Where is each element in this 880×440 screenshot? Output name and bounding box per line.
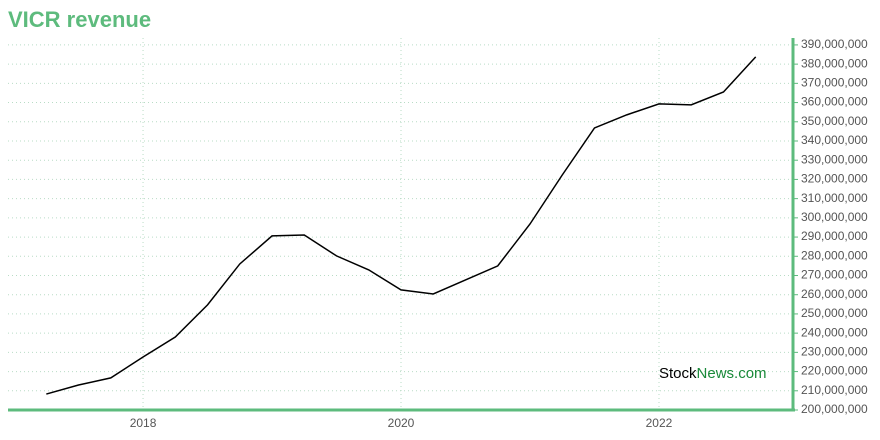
line	[46, 56, 757, 395]
x-tick-label: 2020	[388, 416, 415, 430]
y-tick-label: 280,000,000	[801, 248, 868, 262]
y-tick-label: 220,000,000	[801, 364, 868, 378]
y-tick-label: 250,000,000	[801, 306, 868, 320]
y-tick-label: 360,000,000	[801, 95, 868, 109]
y-tick-label: 200,000,000	[801, 402, 868, 416]
y-tick-label: 300,000,000	[801, 210, 868, 224]
y-tick-label: 380,000,000	[801, 56, 868, 70]
watermark-part: News.com	[697, 365, 767, 382]
y-tick-label: 240,000,000	[801, 325, 868, 339]
y-tick-label: 230,000,000	[801, 345, 868, 359]
y-tick-label: 290,000,000	[801, 229, 868, 243]
watermark: StockNews.com	[659, 365, 767, 382]
y-tick-label: 260,000,000	[801, 287, 868, 301]
y-tick-label: 210,000,000	[801, 383, 868, 397]
y-tick-label: 390,000,000	[801, 37, 868, 51]
x-tick-label: 2018	[130, 416, 157, 430]
y-tick-label: 310,000,000	[801, 191, 868, 205]
y-tick-label: 270,000,000	[801, 268, 868, 282]
y-tick-label: 350,000,000	[801, 114, 868, 128]
y-tick-label: 330,000,000	[801, 152, 868, 166]
y-tick-label: 320,000,000	[801, 172, 868, 186]
x-tick-label: 2022	[646, 416, 673, 430]
chart-title: VICR revenue	[8, 7, 151, 32]
watermark-part: Stock	[659, 365, 697, 382]
y-tick-label: 370,000,000	[801, 76, 868, 90]
y-tick-label: 340,000,000	[801, 133, 868, 147]
